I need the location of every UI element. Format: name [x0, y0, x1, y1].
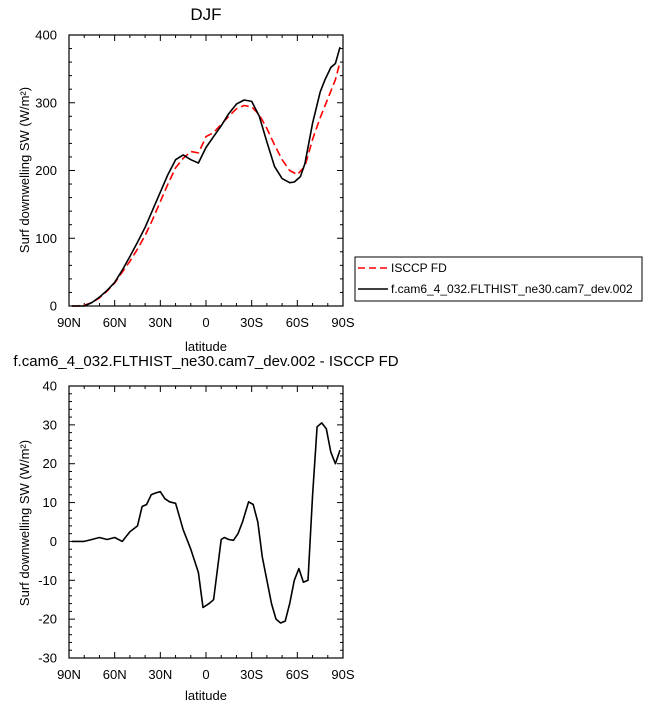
top-x-tick-label: 90N [57, 315, 81, 330]
bottom-chart-xlabel: latitude [185, 688, 227, 703]
bottom-y-tick-label: 40 [43, 379, 57, 394]
legend: ISCCP FD f.cam6_4_032.FLTHIST_ne30.cam7_… [354, 256, 643, 302]
bottom-chart-ticks [68, 385, 344, 659]
top-chart: DJF Surf downwelling SW (W/m²) latitude … [17, 5, 355, 354]
bottom-chart-frame [68, 385, 344, 659]
top-chart-frame [68, 34, 344, 307]
legend-label-model: f.cam6_4_032.FLTHIST_ne30.cam7_dev.002 [391, 282, 633, 296]
top-x-tick-label: 0 [202, 315, 209, 330]
bottom-chart: f.cam6_4_032.FLTHIST_ne30.cam7_dev.002 -… [13, 353, 398, 703]
bottom-chart-title: f.cam6_4_032.FLTHIST_ne30.cam7_dev.002 -… [13, 353, 398, 370]
top-chart-series [72, 46, 341, 307]
top-series-line-isccp-fd [72, 61, 341, 307]
bottom-y-tick-label: 30 [43, 417, 57, 432]
bottom-x-tick-label: 60N [103, 667, 127, 682]
bottom-y-tick-label: 0 [50, 534, 57, 549]
legend-label-isccp: ISCCP FD [391, 261, 447, 275]
bottom-x-tick-label: 30N [148, 667, 172, 682]
bottom-y-tick-label: -10 [38, 573, 57, 588]
bottom-chart-series [72, 422, 341, 624]
bottom-y-tick-label: -20 [38, 612, 57, 627]
top-series-line-f [72, 46, 341, 307]
top-x-tick-label: 90S [331, 315, 354, 330]
bottom-x-tick-label: 30S [240, 667, 263, 682]
top-x-tick-label: 30N [148, 315, 172, 330]
top-y-tick-label: 400 [35, 28, 57, 43]
bottom-x-tick-label: 0 [202, 667, 209, 682]
top-y-tick-label: 100 [35, 231, 57, 246]
bottom-x-tick-label: 90S [331, 667, 354, 682]
top-y-tick-label: 200 [35, 163, 57, 178]
top-x-tick-label: 30S [240, 315, 263, 330]
top-chart-tick-labels: 90N 60N 30N 0 30S 60S 90S 0 100 200 300 400 [35, 28, 355, 331]
top-chart-ylabel: Surf downwelling SW (W/m²) [17, 87, 32, 253]
bottom-x-tick-label: 60S [286, 667, 309, 682]
bottom-y-tick-label: 20 [43, 456, 57, 471]
legend-box [354, 256, 643, 302]
top-x-tick-label: 60S [286, 315, 309, 330]
bottom-x-tick-label: 90N [57, 667, 81, 682]
top-y-tick-label: 300 [35, 95, 57, 110]
bottom-y-tick-label: 10 [43, 495, 57, 510]
bottom-chart-ylabel: Surf downwelling SW (W/m²) [17, 440, 32, 606]
top-x-tick-label: 60N [103, 315, 127, 330]
bottom-series-line-difference [72, 422, 341, 624]
bottom-y-tick-label: -30 [38, 651, 57, 666]
top-chart-xlabel: latitude [185, 339, 227, 354]
bottom-chart-tick-labels: 90N 60N 30N 0 30S 60S 90S -30 -20 -10 0 10 20 30 40 [38, 379, 355, 683]
top-y-tick-label: 0 [50, 299, 57, 314]
top-chart-title: DJF [190, 5, 221, 24]
